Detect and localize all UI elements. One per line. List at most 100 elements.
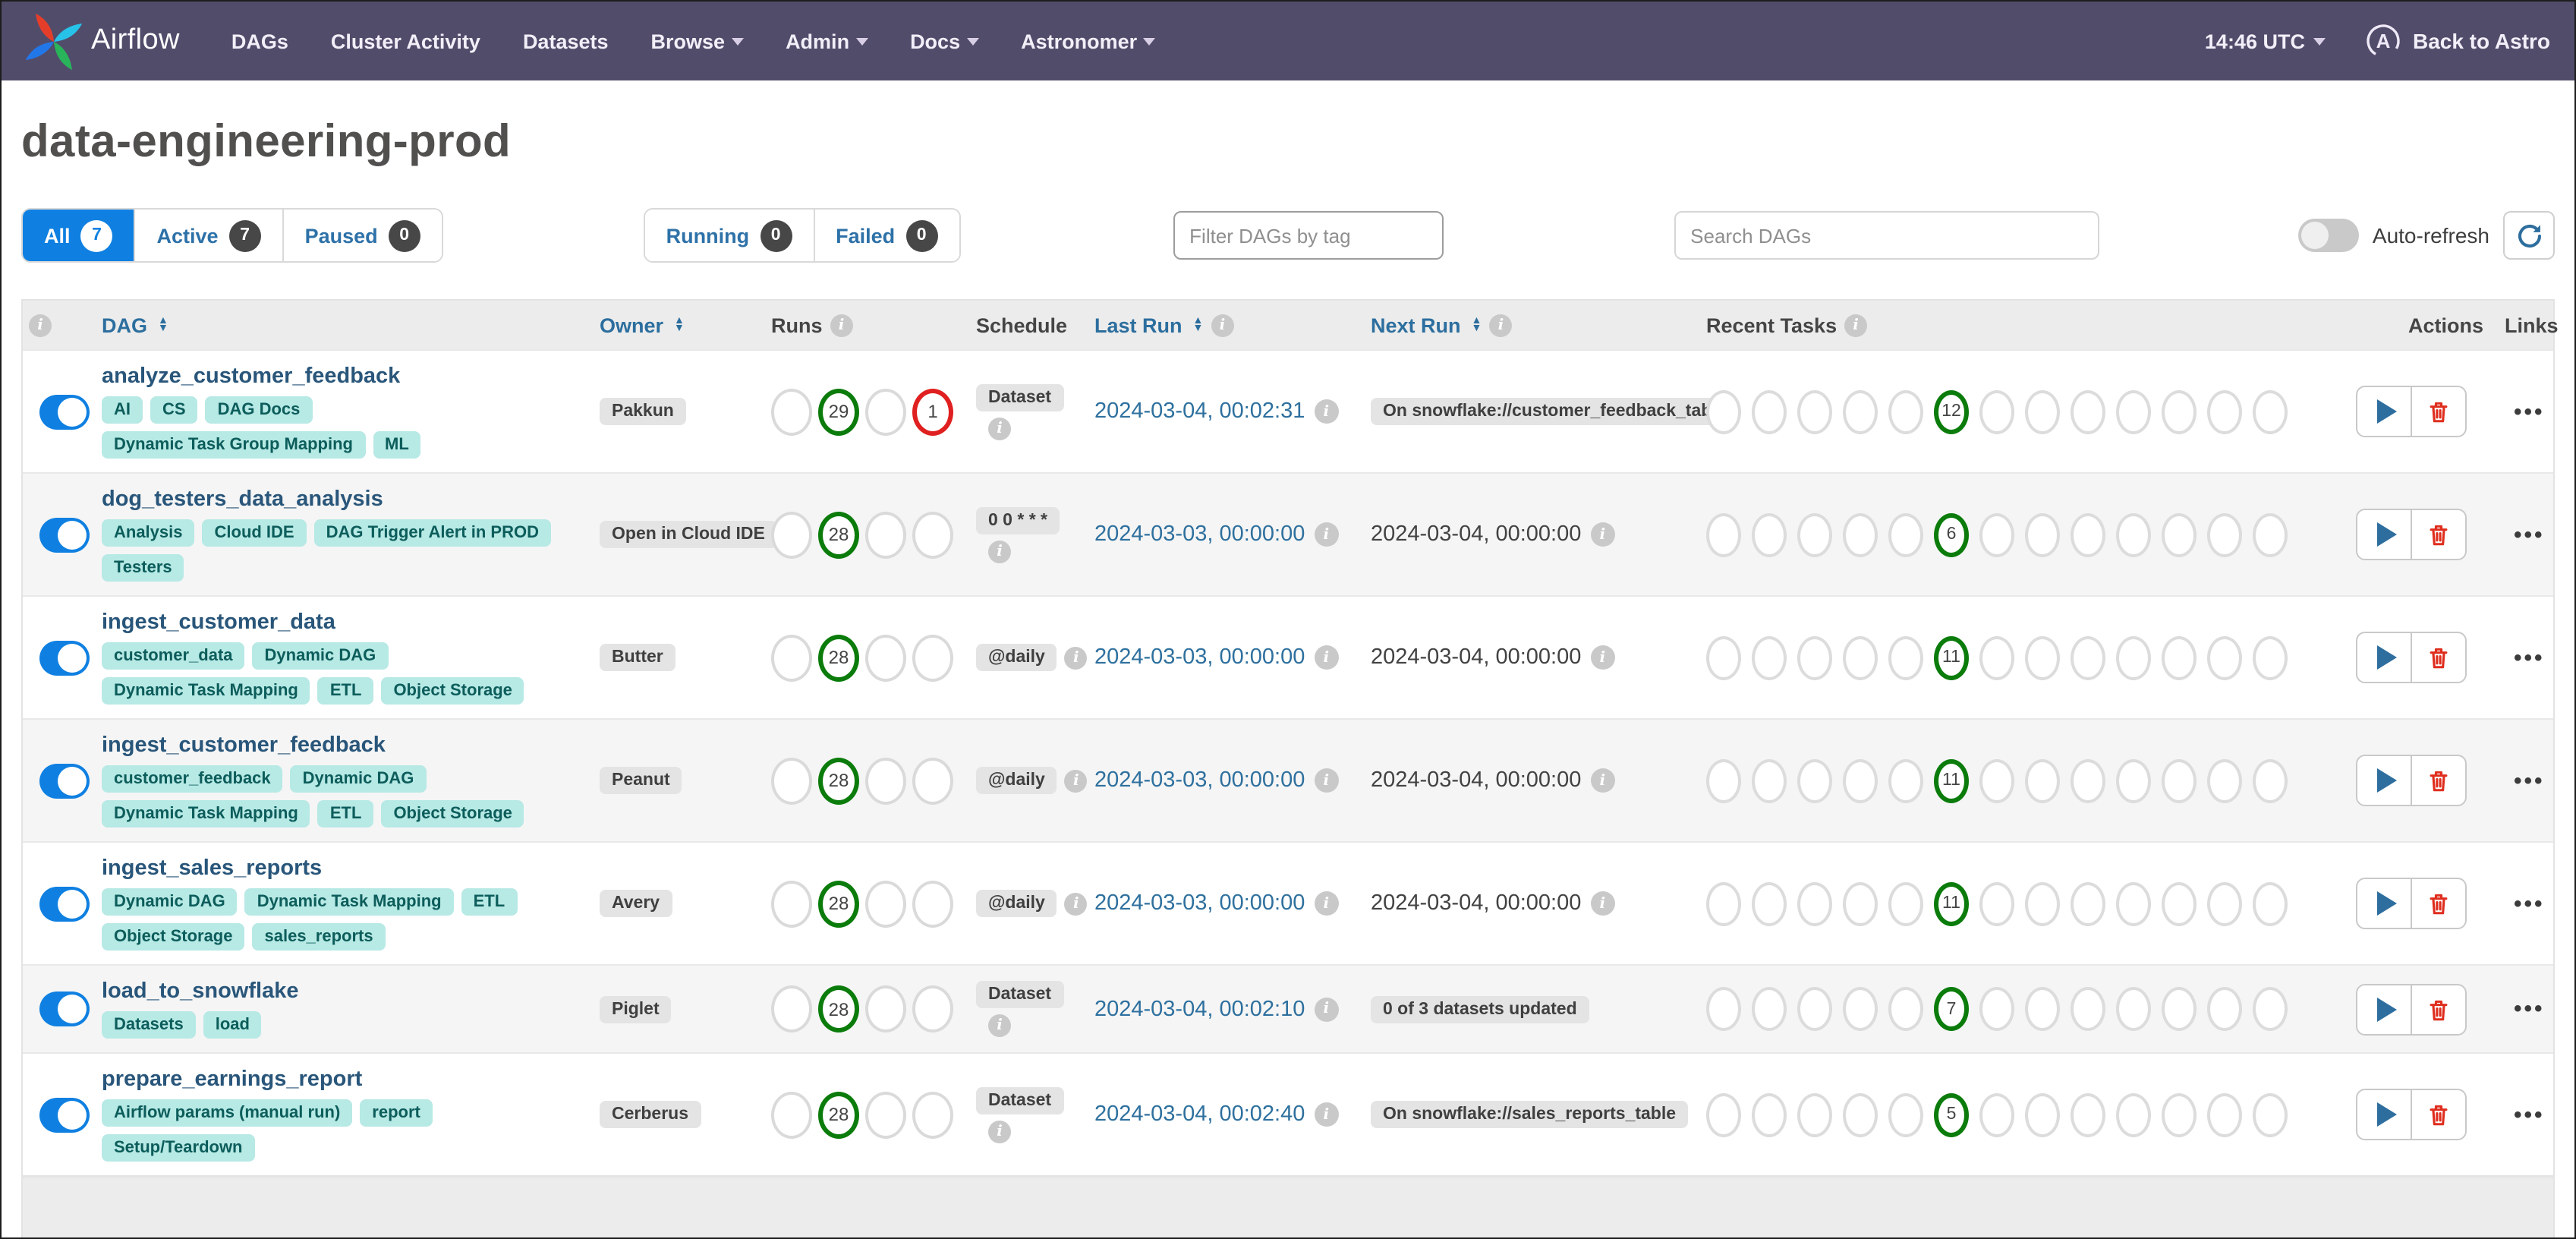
run-running-circle[interactable] xyxy=(865,880,906,927)
task-state-circle[interactable] xyxy=(2071,389,2105,433)
task-state-circle[interactable] xyxy=(1979,987,2014,1031)
run-failed-circle[interactable] xyxy=(912,880,953,927)
task-state-circle[interactable] xyxy=(1888,1092,1923,1137)
task-state-circle[interactable] xyxy=(1752,512,1787,556)
task-state-circle[interactable] xyxy=(1706,512,1741,556)
dag-tag[interactable]: Cloud IDE xyxy=(202,519,307,547)
run-queued-circle[interactable] xyxy=(771,388,812,435)
task-state-circle[interactable] xyxy=(1706,635,1741,679)
task-success-circle[interactable]: 11 xyxy=(1934,758,1969,802)
dag-tag[interactable]: ETL xyxy=(461,888,518,916)
dag-tag[interactable]: Analysis xyxy=(102,519,195,547)
task-state-circle[interactable] xyxy=(1797,881,1832,925)
dag-name-link[interactable]: dog_testers_data_analysis xyxy=(102,487,383,512)
task-state-circle[interactable] xyxy=(1979,1092,2014,1137)
task-state-circle[interactable] xyxy=(2025,1092,2060,1137)
airflow-brand[interactable]: Airflow xyxy=(25,12,180,70)
task-state-circle[interactable] xyxy=(2253,635,2288,679)
dag-links-button[interactable]: ••• xyxy=(2514,522,2545,547)
task-state-circle[interactable] xyxy=(2253,512,2288,556)
run-failed-circle[interactable]: 1 xyxy=(912,388,953,435)
task-state-circle[interactable] xyxy=(2253,389,2288,433)
task-state-circle[interactable] xyxy=(1752,389,1787,433)
task-state-circle[interactable] xyxy=(1979,881,2014,925)
task-state-circle[interactable] xyxy=(2116,881,2151,925)
task-state-circle[interactable] xyxy=(1797,987,1832,1031)
task-state-circle[interactable] xyxy=(1797,389,1832,433)
run-failed-circle[interactable] xyxy=(912,985,953,1032)
run-running-circle[interactable] xyxy=(865,1091,906,1138)
run-success-circle[interactable]: 28 xyxy=(818,985,859,1032)
dag-tag[interactable]: Dynamic DAG xyxy=(252,642,389,670)
task-success-circle[interactable]: 11 xyxy=(1934,635,1969,679)
dag-tag[interactable]: ML xyxy=(373,431,421,459)
task-state-circle[interactable] xyxy=(2253,987,2288,1031)
task-state-circle[interactable] xyxy=(2162,1092,2197,1137)
dag-tag[interactable]: Object Storage xyxy=(102,923,245,951)
task-state-circle[interactable] xyxy=(2207,512,2242,556)
auto-refresh-toggle[interactable] xyxy=(2297,219,2359,252)
task-state-circle[interactable] xyxy=(1797,758,1832,802)
run-success-circle[interactable]: 28 xyxy=(818,757,859,804)
run-success-circle[interactable]: 28 xyxy=(818,634,859,681)
run-queued-circle[interactable] xyxy=(771,511,812,558)
dag-tag[interactable]: Object Storage xyxy=(381,677,524,705)
delete-dag-button[interactable] xyxy=(2411,1089,2467,1140)
tab-paused[interactable]: Paused 0 xyxy=(283,210,442,261)
run-failed-circle[interactable] xyxy=(912,634,953,681)
task-state-circle[interactable] xyxy=(1797,1092,1832,1137)
task-state-circle[interactable] xyxy=(1979,512,2014,556)
task-state-circle[interactable] xyxy=(2071,987,2105,1031)
task-state-circle[interactable] xyxy=(2207,881,2242,925)
task-state-circle[interactable] xyxy=(1843,635,1878,679)
trigger-dag-button[interactable] xyxy=(2356,983,2412,1035)
task-state-circle[interactable] xyxy=(1979,635,2014,679)
dag-tag[interactable]: Dynamic Task Mapping xyxy=(244,888,454,916)
run-running-circle[interactable] xyxy=(865,757,906,804)
nav-item-browse[interactable]: Browse xyxy=(651,30,744,52)
dag-tag[interactable]: Dynamic Task Group Mapping xyxy=(102,431,365,459)
run-running-circle[interactable] xyxy=(865,388,906,435)
tab-active[interactable]: Active 7 xyxy=(135,210,284,261)
dag-tag[interactable]: Dynamic DAG xyxy=(102,888,238,916)
dag-tag[interactable]: Setup/Teardown xyxy=(102,1134,255,1162)
trigger-dag-button[interactable] xyxy=(2356,386,2412,437)
run-queued-circle[interactable] xyxy=(771,985,812,1032)
run-success-circle[interactable]: 28 xyxy=(818,511,859,558)
clock-dropdown[interactable]: 14:46 UTC xyxy=(2205,30,2326,52)
nav-item-admin[interactable]: Admin xyxy=(786,30,868,52)
dag-name-link[interactable]: prepare_earnings_report xyxy=(102,1067,363,1092)
tab-running[interactable]: Running 0 xyxy=(644,210,815,261)
task-state-circle[interactable] xyxy=(2025,881,2060,925)
run-failed-circle[interactable] xyxy=(912,511,953,558)
task-success-circle[interactable]: 5 xyxy=(1934,1092,1969,1137)
task-state-circle[interactable] xyxy=(1706,1092,1741,1137)
dag-name-link[interactable]: ingest_sales_reports xyxy=(102,856,323,881)
task-state-circle[interactable] xyxy=(2025,389,2060,433)
task-state-circle[interactable] xyxy=(2207,1092,2242,1137)
tag-filter-input[interactable] xyxy=(1173,211,1444,260)
task-state-circle[interactable] xyxy=(2162,635,2197,679)
run-running-circle[interactable] xyxy=(865,634,906,681)
dag-enabled-toggle[interactable] xyxy=(39,640,90,675)
task-state-circle[interactable] xyxy=(1979,389,2014,433)
task-state-circle[interactable] xyxy=(1843,1092,1878,1137)
dag-tag[interactable]: customer_data xyxy=(102,642,245,670)
search-dags-input[interactable] xyxy=(1674,211,2099,260)
task-state-circle[interactable] xyxy=(2116,389,2151,433)
dag-name-link[interactable]: ingest_customer_data xyxy=(102,610,335,635)
dag-tag[interactable]: customer_feedback xyxy=(102,765,283,793)
task-state-circle[interactable] xyxy=(2025,758,2060,802)
task-state-circle[interactable] xyxy=(1706,758,1741,802)
task-state-circle[interactable] xyxy=(1888,635,1923,679)
run-running-circle[interactable] xyxy=(865,985,906,1032)
last-run-link[interactable]: 2024-03-03, 00:00:00 xyxy=(1094,891,1305,916)
task-state-circle[interactable] xyxy=(1752,881,1787,925)
task-state-circle[interactable] xyxy=(2207,987,2242,1031)
dag-links-button[interactable]: ••• xyxy=(2514,399,2545,424)
task-state-circle[interactable] xyxy=(2207,635,2242,679)
task-state-circle[interactable] xyxy=(1843,512,1878,556)
trigger-dag-button[interactable] xyxy=(2356,632,2412,683)
task-state-circle[interactable] xyxy=(2116,512,2151,556)
task-state-circle[interactable] xyxy=(1706,389,1741,433)
